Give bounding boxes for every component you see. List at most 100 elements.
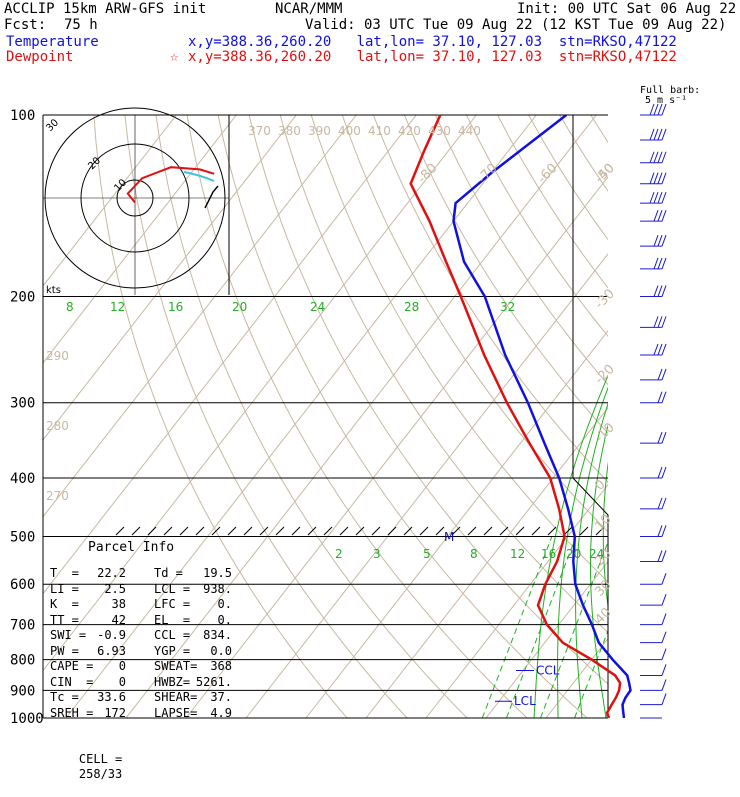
hatch-mark (468, 527, 476, 535)
theta-label: 370 (248, 124, 271, 138)
wind-barb (640, 664, 666, 675)
parcel-value: 834. (180, 628, 232, 643)
parcel-value: 37. (180, 690, 232, 705)
moist-adiabat-line (624, 115, 740, 718)
barb-flag (654, 258, 658, 269)
mixing-ratio-label: 16 (541, 547, 556, 561)
barb-flag (662, 694, 666, 705)
parcel-value: 5261. (180, 675, 232, 690)
hatch-mark (404, 527, 412, 535)
barb-flag (654, 152, 658, 163)
isotherm-line (66, 115, 536, 718)
hatch-mark (228, 527, 236, 535)
barb-flag (662, 173, 666, 184)
barb-flag (658, 192, 662, 203)
dry-adiabat-line (622, 115, 740, 718)
parcel-cell-row: CELL = 258/33 (50, 737, 122, 797)
wind-barb (640, 258, 666, 269)
barb-flag (654, 173, 658, 184)
theta-label: 410 (368, 124, 391, 138)
hatch-mark (420, 527, 428, 535)
hatch-mark (484, 527, 492, 535)
parcel-value: 38 (74, 597, 126, 612)
wind-barb (640, 210, 666, 221)
moist-adiabat-label: 28 (404, 300, 419, 314)
dry-adiabat-line (684, 115, 740, 718)
wind-barbs (640, 104, 666, 718)
parcel-value: 0.0 (180, 644, 232, 659)
moist-adiabat-line (576, 115, 740, 718)
hatch-mark (164, 527, 172, 535)
ccl-label: CCL (536, 663, 560, 677)
isotherm-line (726, 115, 740, 718)
wind-barb (640, 632, 666, 643)
dry-adiabat-label: 270 (46, 489, 69, 503)
moist-adiabat-label: 12 (110, 300, 125, 314)
barb-flag (658, 344, 662, 355)
moist-adiabat-label: 20 (232, 300, 247, 314)
isotherm-line (0, 115, 296, 718)
barb-flag (662, 525, 666, 536)
wind-barb (640, 525, 666, 536)
wind-barb (640, 679, 666, 690)
moist-adiabat-line (614, 115, 740, 718)
mixing-ratio-label: 5 (423, 547, 431, 561)
parcel-value: 368 (180, 659, 232, 674)
barb-flag (650, 192, 654, 203)
barb-flag (658, 550, 662, 561)
hatch-mark (340, 527, 348, 535)
moist-adiabat-line (591, 115, 740, 718)
isotherm-label: -30 (592, 287, 618, 313)
parcel-cell-label: CELL = (79, 752, 122, 766)
theta-label: 390 (308, 124, 331, 138)
wind-barb (640, 235, 666, 246)
barb-flag (658, 525, 662, 536)
wind-barb (640, 173, 666, 184)
lcl-label: LCL (514, 694, 536, 708)
moist-adiabat-label: 32 (500, 300, 515, 314)
mixing-ratio-label: 20 (566, 547, 581, 561)
pressure-tick-label: 400 (10, 471, 35, 487)
parcel-value: 33.6 (74, 690, 126, 705)
theta-label: 420 (398, 124, 421, 138)
pressure-tick-label: 200 (10, 290, 35, 306)
isotherm-line (546, 115, 740, 718)
barb-flag (658, 286, 662, 297)
dry-adiabat-label: 280 (46, 419, 69, 433)
mixing-ratio-label: 24 (589, 547, 604, 561)
barb-flag (662, 192, 666, 203)
isotherm-label: 40 (592, 605, 614, 627)
isotherm-label: -20 (592, 362, 618, 388)
parcel-value: 0 (74, 659, 126, 674)
isotherm-line (666, 115, 740, 718)
barb-flag (662, 210, 666, 221)
barb-flag (662, 235, 666, 246)
pressure-tick-label: 900 (10, 683, 35, 699)
hatch-mark (532, 527, 540, 535)
wind-barb (640, 550, 666, 561)
moist-adiabat-label: 24 (310, 300, 325, 314)
hatch-mark (516, 527, 524, 535)
barb-flag (662, 316, 666, 327)
barb-flag (662, 632, 666, 643)
theta-label: 400 (338, 124, 361, 138)
mixing-ratio-label: 8 (470, 547, 478, 561)
barb-flag (658, 129, 662, 140)
pressure-tick-label: 700 (10, 618, 35, 634)
barb-flag (662, 550, 666, 561)
hodograph-ring-label: 30 (44, 117, 61, 134)
wind-barb (640, 392, 666, 403)
barb-flag (654, 286, 658, 297)
barb-flag (662, 664, 666, 675)
hatch-mark (148, 527, 156, 535)
barb-flag (658, 210, 662, 221)
dry-adiabat-line (187, 115, 527, 718)
wind-barb (640, 152, 666, 163)
barb-flag (662, 392, 666, 403)
hodograph-units: kts (46, 285, 61, 296)
mixing-ratio-line (628, 536, 698, 718)
parcel-value: 0. (180, 597, 232, 612)
pressure-tick-label: 300 (10, 396, 35, 412)
barb-flag (662, 258, 666, 269)
wind-barb (640, 344, 666, 355)
